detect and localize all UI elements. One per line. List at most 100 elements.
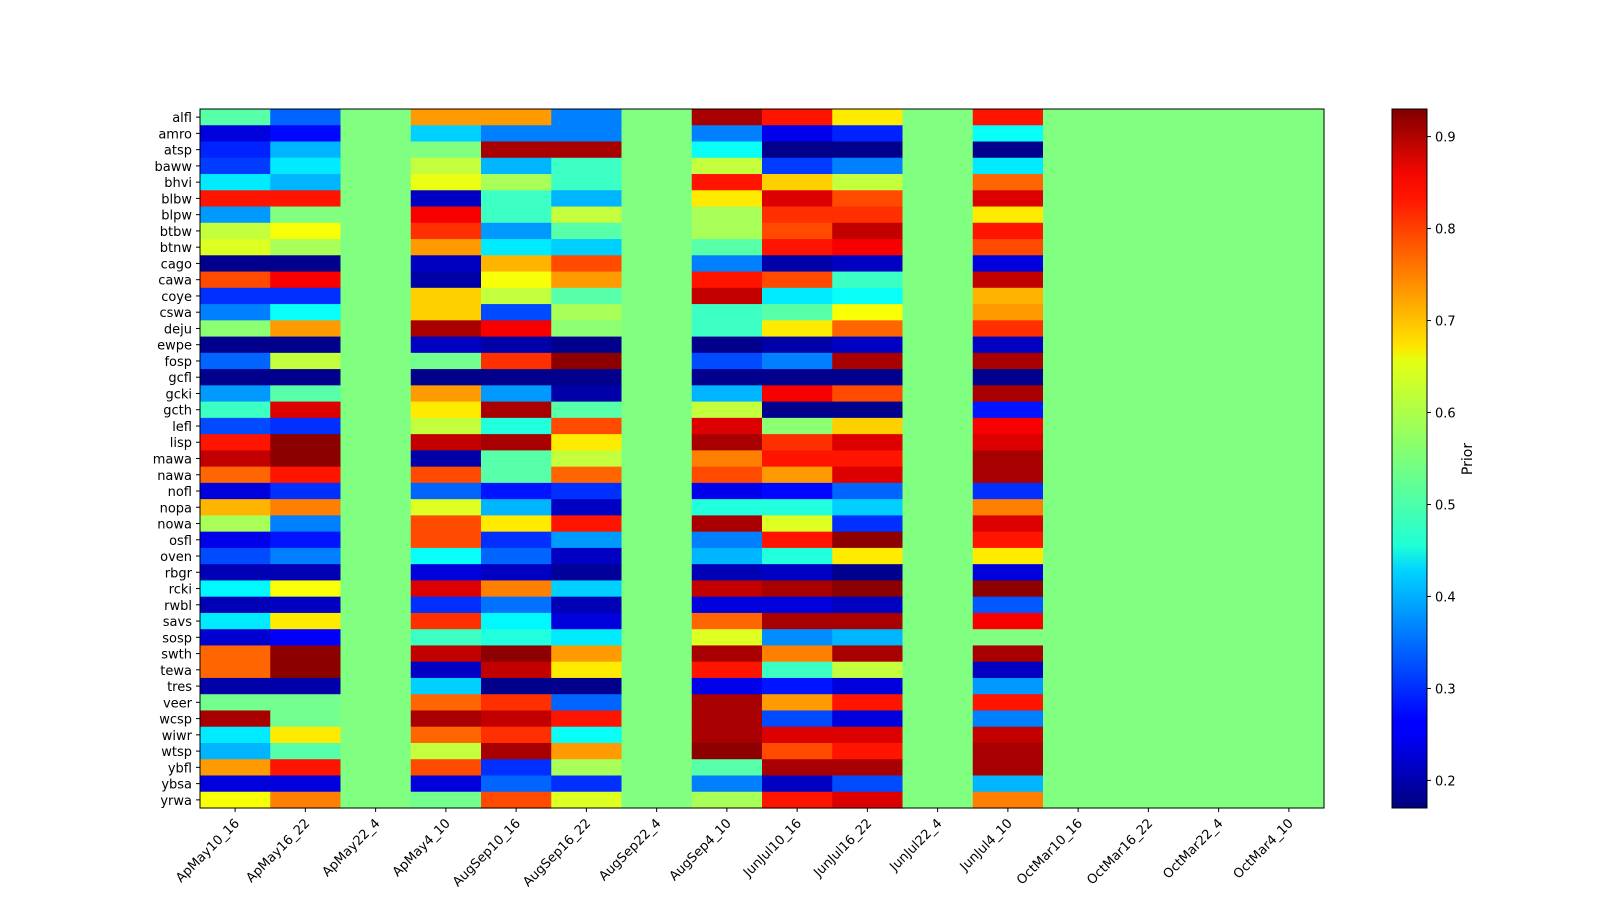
heatmap-cell [691,417,763,435]
heatmap-cell [1183,320,1255,338]
heatmap-cell [551,385,623,403]
heatmap-cell [972,174,1044,191]
heatmap-cell [1113,417,1185,435]
heatmap-cell [410,385,482,403]
heatmap-cell [270,141,342,159]
heatmap-cell [691,255,763,273]
heatmap-cell [1183,482,1255,500]
heatmap-cell [481,352,552,370]
heatmap-cell [481,174,552,191]
heatmap-cell [270,596,342,614]
heatmap-cell [1183,726,1255,744]
x-tick-label: ApMay16_22 [244,816,314,886]
colorbar: 0.2 0.3 0.4 0.5 0.6 0.7 0.8 0.9 Prior [1391,108,1476,809]
heatmap-cell [902,157,974,175]
heatmap-cell [481,580,552,598]
heatmap-cell [1113,157,1185,175]
heatmap-cell [1113,580,1185,598]
colorbar-tick-label: 0.8 [1435,223,1456,238]
heatmap-cell [762,596,833,614]
heatmap-cell [1253,450,1325,468]
heatmap-cell [340,466,412,484]
heatmap-cell [1113,255,1185,273]
heatmap-cell [410,369,482,386]
heatmap-cell [551,157,623,175]
heatmap-cell [1043,612,1114,630]
heatmap-cell [340,775,412,793]
heatmap-cell [832,222,904,240]
heatmap-cell [621,791,693,809]
heatmap-cell [340,304,412,321]
heatmap-cell [481,564,552,582]
heatmap-cell [340,482,412,500]
heatmap-cell [410,222,482,240]
heatmap-cell [410,125,482,143]
heatmap-cell [762,401,833,419]
heatmap-cell [340,710,412,728]
heatmap-cell [551,661,623,679]
heatmap-cell [1113,320,1185,338]
heatmap-cell [1043,677,1114,695]
heatmap-cell [340,677,412,695]
x-tick-label: ApMay10_16 [173,816,243,886]
heatmap-cell [1183,580,1255,598]
heatmap-cell [972,385,1044,403]
heatmap-cell [832,369,904,386]
heatmap-cell [691,775,763,793]
heatmap-cell [1253,499,1325,516]
heatmap-cell [410,515,482,533]
heatmap-cell [340,141,412,159]
heatmap-cell [972,629,1044,647]
heatmap-cell [762,694,833,712]
heatmap-cell [832,564,904,582]
heatmap-cell [551,141,623,159]
heatmap-cell [762,320,833,338]
heatmap-cell [1043,694,1114,712]
heatmap-cell [621,222,693,240]
heatmap-cell [481,336,552,354]
heatmap-cell [410,450,482,468]
heatmap-cell [481,645,552,663]
heatmap-cell [902,239,974,256]
heatmap-cell [1253,596,1325,614]
heatmap-cell [551,645,623,663]
heatmap-cell [972,157,1044,175]
heatmap-cell [270,531,342,549]
heatmap-cell [762,482,833,500]
heatmap-cell [481,434,552,451]
heatmap-cell [200,141,271,159]
heatmap-cell [410,629,482,647]
heatmap-cell [481,401,552,419]
heatmap-cell [972,677,1044,695]
heatmap-cell [551,759,623,777]
heatmap-cell [1253,677,1325,695]
heatmap-cell [270,547,342,565]
heatmap-cell [832,547,904,565]
heatmap-cell [481,515,552,533]
heatmap-cell [1113,434,1185,451]
heatmap-cell [340,742,412,760]
heatmap-cell [200,645,271,663]
heatmap-cell [481,726,552,744]
heatmap-cell [1183,759,1255,777]
x-tick-label: JunJul4_10 [957,816,1016,875]
heatmap-cell [1043,450,1114,468]
heatmap-cell [410,564,482,582]
heatmap-cell [481,369,552,386]
heatmap-cell [1043,369,1114,386]
heatmap-cell [832,677,904,695]
heatmap-cell [972,222,1044,240]
heatmap-cell [1043,255,1114,273]
heatmap-cell [762,759,833,777]
heatmap-cell [481,109,552,126]
heatmap-cell [410,531,482,549]
heatmap-cell [1043,401,1114,419]
heatmap-cell [481,531,552,549]
heatmap-cell [551,369,623,386]
y-tick-label: btbw [160,225,193,240]
heatmap-cell [1043,222,1114,240]
heatmap-cell [1253,466,1325,484]
heatmap-cell [621,352,693,370]
heatmap-cell [1183,271,1255,289]
heatmap-cell [200,109,271,126]
